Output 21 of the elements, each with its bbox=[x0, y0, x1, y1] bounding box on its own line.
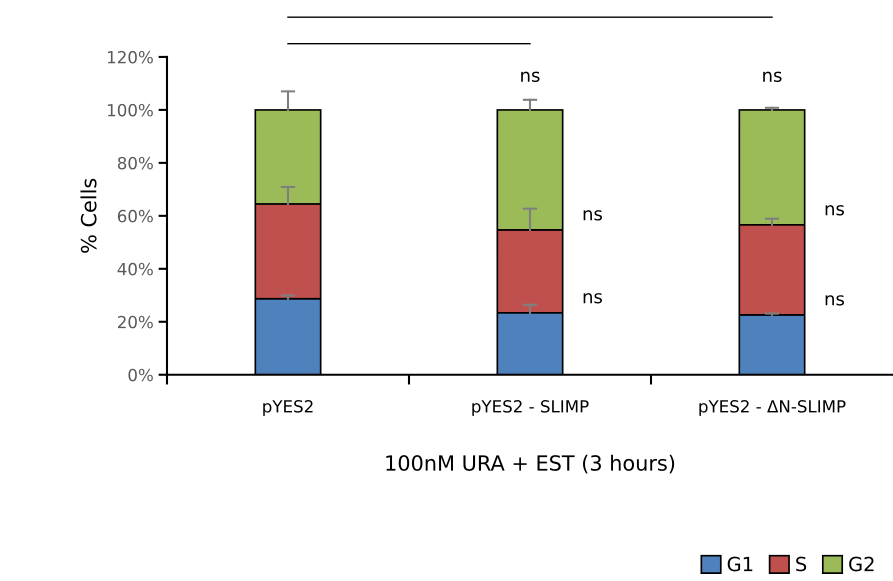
y-tick-label: 100% bbox=[108, 104, 153, 116]
annotation: ns bbox=[763, 72, 782, 82]
x-tick-label: pYES2 - SLIMP bbox=[472, 400, 589, 416]
x-tick-label: pYES2 bbox=[263, 400, 313, 416]
annotation: ns bbox=[826, 295, 844, 306]
legend-label: G2 bbox=[849, 556, 874, 572]
legend-label: G1 bbox=[728, 556, 752, 572]
annotation: ns bbox=[584, 293, 602, 304]
y-tick-label: 120% bbox=[108, 50, 153, 64]
x-axis-title: 100nM URA + EST (3 hours) bbox=[386, 454, 674, 474]
annotation: ns bbox=[584, 210, 602, 221]
y-axis-title: % Cells bbox=[80, 178, 97, 253]
y-tick-label: 40% bbox=[118, 262, 153, 276]
y-tick-label: 60% bbox=[118, 210, 153, 222]
annotation: ns bbox=[521, 72, 540, 82]
y-tick-label: 0% bbox=[128, 368, 153, 382]
annotation: ns bbox=[826, 205, 844, 216]
legend-label: S bbox=[796, 556, 806, 572]
y-tick-label: 20% bbox=[118, 316, 153, 328]
x-tick-label: pYES2 - ΔN-SLIMP bbox=[699, 400, 846, 416]
y-tick-label: 80% bbox=[118, 156, 153, 170]
